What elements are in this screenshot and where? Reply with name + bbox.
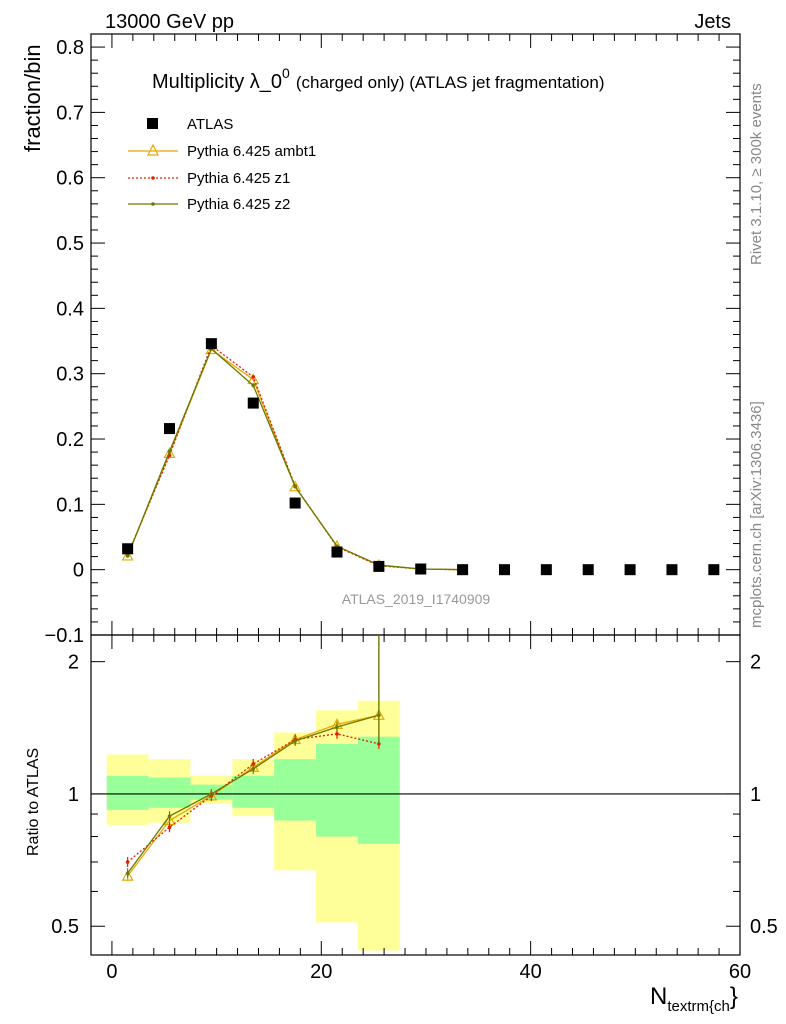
atlas-data-point [708,564,720,576]
ratio-point-z2 [335,725,339,729]
x-tick-label: 20 [310,961,332,983]
upper-curve-z2 [127,347,463,571]
legend-atlas-marker [147,118,158,129]
legend-z2-label: Pythia 6.425 z2 [187,196,290,213]
header-energy-label: 13000 GeV pp [105,11,234,33]
x-tick-label: 60 [729,961,751,983]
atlas-data-point [457,564,469,576]
atlas-data-point [122,543,134,555]
atlas-data-point [624,564,636,576]
upper-y-tick-label: −0.1 [45,625,84,647]
x-tick-label: 40 [520,961,542,983]
upper-y-tick-label: 0.1 [56,494,84,516]
upper-point-ambt1 [247,373,260,385]
uncertainty-band-inner [274,759,317,821]
atlas-data-point [582,564,594,576]
upper-point-ambt1 [163,447,176,458]
ratio-point-z1 [335,732,339,736]
upper-curve-ambt1 [127,348,463,571]
x-tick-label: 0 [106,961,117,983]
ratio-point-z1 [125,860,130,864]
atlas-data-point [164,423,176,435]
upper-plot-title: Multiplicity λ_00 (charged only) (ATLAS j… [152,65,605,93]
upper-y-tick-label: 0 [73,560,84,582]
header-category-label: Jets [694,11,731,33]
upper-y-tick-label: 0.3 [56,364,84,386]
upper-point-ambt1 [121,549,134,561]
ratio-point-z2 [251,767,256,771]
ratio-point-z1 [167,825,172,830]
rivet-version-label: Rivet 3.1.10, ≥ 300k events [748,83,765,265]
ratio-point-z2 [125,871,130,876]
upper-curve-z1 [127,344,463,571]
ratio-point-z2 [293,739,297,743]
atlas-data-point [205,338,217,350]
upper-y-tick-label: 0.8 [56,37,84,59]
atlas-data-point [289,497,301,509]
ratio-point-z2 [167,814,172,818]
atlas-data-point [498,564,510,576]
upper-point-z2 [167,449,172,454]
x-axis-title: Ntextrm{ch} [650,983,738,1015]
upper-ylabel: fraction/bin [20,44,45,152]
atlas-data-point [247,397,259,409]
legend-ambt1-marker [147,143,159,156]
upper-y-tick-label: 0.6 [56,168,84,190]
lower-y-tick-label-right: 1 [750,784,761,806]
upper-y-tick-label: 0.5 [56,233,84,255]
upper-point-ambt1 [289,480,302,492]
analysis-watermark: ATLAS_2019_I1740909 [342,591,491,607]
atlas-data-point [415,563,427,575]
ratio-point-z2 [209,792,214,796]
lower-y-tick-label: 1 [68,784,79,806]
uncertainty-band-inner [148,777,191,808]
lower-y-tick-label-right: 0.5 [750,916,778,938]
atlas-data-point [540,564,552,576]
upper-point-z2 [293,484,297,489]
lower-y-tick-label: 0.5 [51,916,79,938]
uncertainty-band-inner [232,775,275,808]
atlas-data-point [666,564,678,576]
lower-plot-frame [90,634,741,956]
lower-ylabel: Ratio to ATLAS [25,748,42,856]
upper-y-tick-label: 0.4 [56,298,84,320]
upper-point-z2 [125,554,130,558]
uncertainty-band-inner [316,743,358,837]
ratio-point-ambt1 [121,869,134,881]
atlas-data-point [331,546,343,558]
upper-y-tick-label: 0.2 [56,429,84,451]
legend-z1-label: Pythia 6.425 z1 [187,170,290,187]
lower-y-tick-label: 2 [68,652,79,674]
uncertainty-band-inner [106,775,149,810]
atlas-data-point [373,560,385,572]
legend-z1-marker [151,176,155,180]
legend: ATLAS Pythia 6.425 ambt1 Pythia 6.425 z1… [128,116,316,213]
upper-point-z1 [251,375,256,379]
mcplots-reference-label: mcplots.cern.ch [arXiv:1306.3436] [748,401,765,628]
uncertainty-band-inner [357,736,400,844]
lower-y-tick-label-right: 2 [750,652,761,674]
legend-ambt1-label: Pythia 6.425 ambt1 [187,143,316,160]
upper-y-tick-label: 0.7 [56,102,84,124]
chart-marks: 0 20 40 60 −0.1 0 0.1 0.2 0.3 0.4 0.5 0.6 0.7 0.8 0.5 0… [45,33,778,983]
legend-z2-marker [151,202,155,206]
upper-point-z2 [251,383,256,388]
legend-atlas-label: ATLAS [187,116,233,133]
